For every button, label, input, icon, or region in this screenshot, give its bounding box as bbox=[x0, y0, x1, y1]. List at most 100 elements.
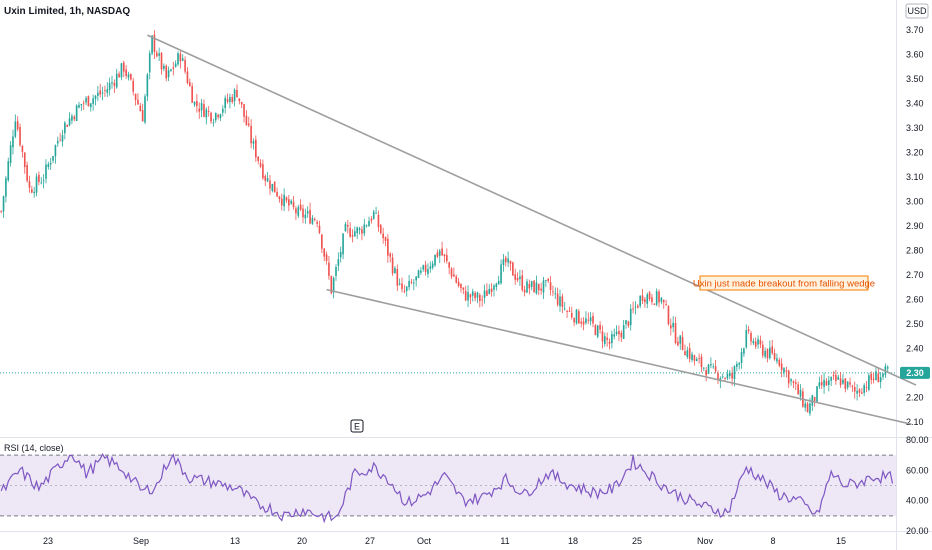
candle-body bbox=[427, 269, 429, 275]
wedge-line-upper[interactable] bbox=[147, 34, 917, 386]
candle-body bbox=[761, 344, 764, 356]
candle-body bbox=[740, 352, 743, 363]
candle-body bbox=[714, 366, 717, 372]
price-tick-label: 2.60 bbox=[906, 294, 924, 304]
candle-body bbox=[547, 278, 550, 282]
candle-body bbox=[471, 291, 474, 296]
candle-body bbox=[346, 224, 349, 227]
currency-button[interactable] bbox=[905, 3, 929, 19]
candle-body bbox=[42, 180, 45, 182]
candle-body bbox=[757, 339, 759, 345]
candle-body bbox=[351, 235, 354, 237]
candle-body bbox=[632, 308, 634, 310]
rsi-tick-label: 20.00 bbox=[906, 526, 929, 536]
rsi-tick-label: 60.00 bbox=[906, 465, 929, 475]
time-tick-label: 13 bbox=[230, 536, 240, 546]
price-tick-label: 2.70 bbox=[906, 270, 924, 280]
candle-body bbox=[14, 121, 17, 137]
candle-body bbox=[245, 115, 248, 126]
candle-body bbox=[361, 229, 363, 234]
candle-body bbox=[552, 291, 554, 293]
candle-body bbox=[665, 304, 667, 305]
candle-body bbox=[101, 92, 104, 94]
candle-body bbox=[549, 282, 552, 291]
candle-body bbox=[165, 65, 168, 79]
wedge-line-lower[interactable] bbox=[326, 288, 912, 425]
candle-body bbox=[455, 276, 458, 283]
candle-body bbox=[563, 308, 566, 310]
candle-body bbox=[488, 288, 491, 294]
candle-body bbox=[323, 248, 326, 257]
candle-body bbox=[787, 370, 790, 384]
candle-body bbox=[827, 380, 830, 385]
candle-body bbox=[368, 220, 370, 227]
candle-body bbox=[408, 280, 410, 288]
candle-body bbox=[736, 363, 738, 367]
candle-body bbox=[31, 189, 33, 193]
time-tick-label: Sep bbox=[133, 536, 149, 546]
candle-body bbox=[73, 116, 76, 120]
candle-body bbox=[200, 103, 203, 111]
candle-body bbox=[625, 320, 627, 325]
candle-body bbox=[764, 350, 766, 357]
candle-body bbox=[561, 296, 564, 307]
candle-body bbox=[842, 379, 844, 384]
candle-body bbox=[587, 319, 590, 321]
candle-body bbox=[448, 262, 451, 268]
candle-body bbox=[738, 363, 741, 365]
candle-body bbox=[429, 266, 432, 269]
candle-body bbox=[578, 311, 580, 324]
candle-body bbox=[769, 347, 771, 359]
candle-body bbox=[236, 89, 238, 98]
candle-body bbox=[325, 254, 328, 261]
earnings-event-label: E bbox=[354, 422, 360, 432]
candle-body bbox=[759, 340, 762, 345]
rsi-tick-label: 80.00 bbox=[906, 435, 929, 445]
candle-body bbox=[865, 387, 868, 388]
candle-body bbox=[707, 364, 710, 374]
candle-body bbox=[405, 286, 408, 291]
candle-body bbox=[158, 53, 160, 56]
candle-body bbox=[806, 403, 809, 413]
candle-body bbox=[335, 266, 337, 277]
candle-body bbox=[731, 373, 733, 379]
candle-body bbox=[752, 341, 755, 344]
candle-body bbox=[785, 370, 788, 372]
candle-body bbox=[316, 221, 318, 224]
candle-body bbox=[174, 63, 177, 67]
candle-body bbox=[54, 145, 57, 157]
candle-body bbox=[830, 377, 832, 381]
candle-body bbox=[585, 318, 587, 323]
candle-body bbox=[724, 378, 726, 379]
candle-body bbox=[309, 209, 311, 224]
candle-body bbox=[804, 403, 807, 408]
candle-body bbox=[304, 214, 307, 219]
candle-body bbox=[224, 97, 227, 109]
candle-body bbox=[844, 378, 847, 389]
currency-label: USD bbox=[907, 6, 927, 16]
candle-body bbox=[750, 332, 752, 342]
candle-body bbox=[542, 280, 545, 293]
earnings-event-icon[interactable] bbox=[350, 419, 364, 433]
candle-body bbox=[7, 161, 10, 181]
candle-body bbox=[792, 381, 795, 383]
candle-body bbox=[533, 280, 535, 293]
candle-body bbox=[184, 59, 186, 72]
candle-body bbox=[493, 285, 495, 290]
candle-body bbox=[658, 291, 660, 303]
price-tick-label: 2.40 bbox=[906, 343, 924, 353]
annotation-box[interactable] bbox=[699, 275, 869, 291]
candle-body bbox=[410, 282, 413, 283]
candle-body bbox=[622, 325, 625, 339]
candle-body bbox=[342, 233, 344, 255]
candle-body bbox=[662, 299, 665, 303]
candle-body bbox=[163, 65, 165, 69]
candle-body bbox=[589, 317, 592, 322]
candle-body bbox=[629, 308, 632, 326]
candle-body bbox=[358, 228, 361, 230]
price-tick-label: 3.70 bbox=[906, 25, 924, 35]
last-price-value: 2.30 bbox=[906, 368, 924, 378]
candle-body bbox=[462, 287, 465, 290]
candle-body bbox=[214, 113, 217, 121]
candle-body bbox=[49, 162, 52, 165]
